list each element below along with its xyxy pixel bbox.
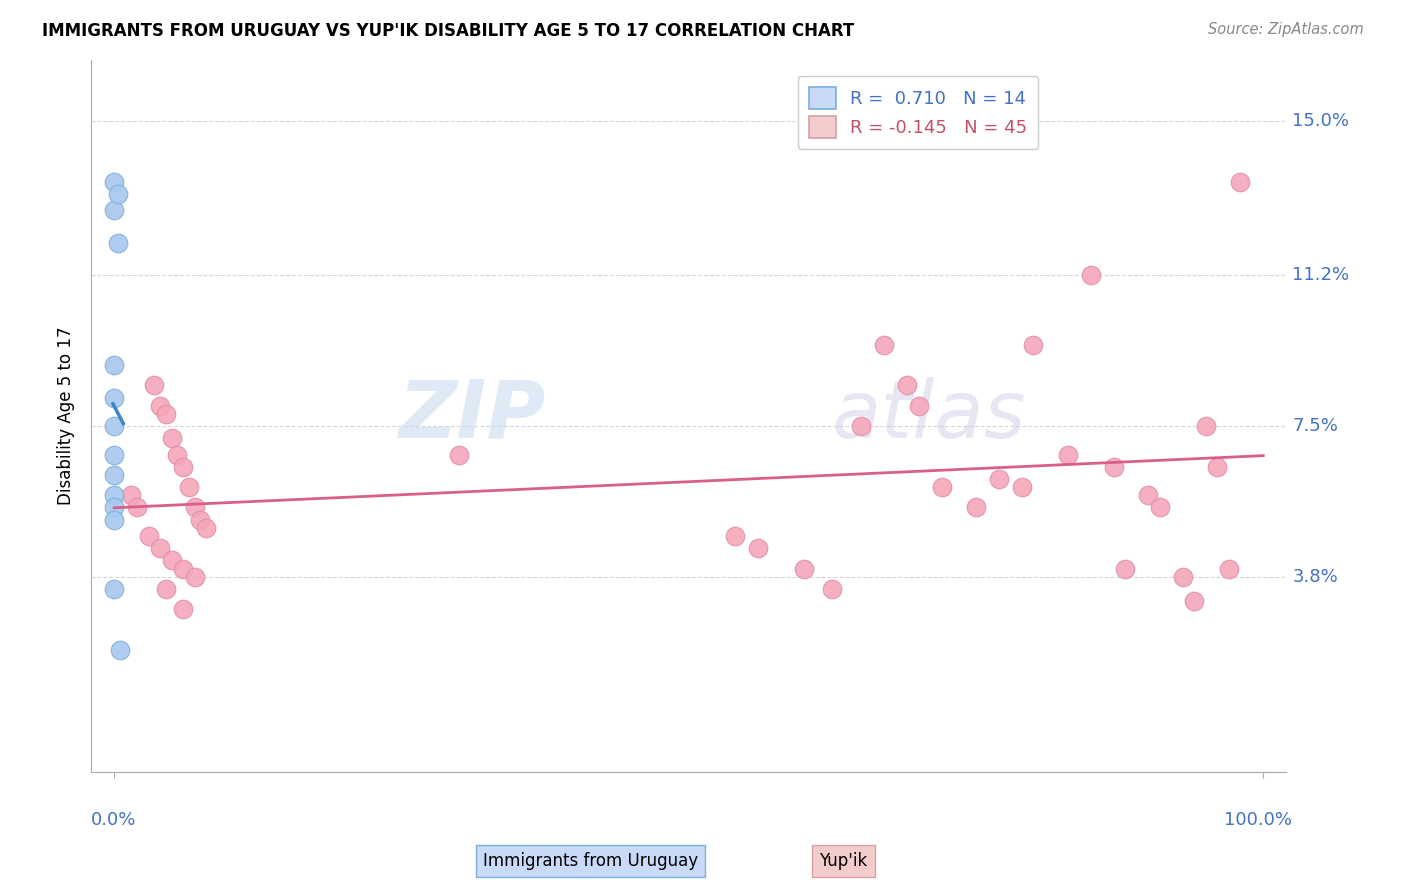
Point	[724, 529, 747, 543]
Point	[793, 561, 815, 575]
Point	[103, 467, 125, 482]
Point	[988, 472, 1011, 486]
Point	[1149, 500, 1171, 515]
Point	[103, 513, 125, 527]
Text: IMMIGRANTS FROM URUGUAY VS YUP'IK DISABILITY AGE 5 TO 17 CORRELATION CHART: IMMIGRANTS FROM URUGUAY VS YUP'IK DISABI…	[42, 22, 855, 40]
Point	[127, 500, 149, 515]
Point	[160, 553, 183, 567]
Text: 11.2%: 11.2%	[1292, 267, 1350, 285]
Point	[1114, 561, 1136, 575]
Point	[155, 407, 177, 421]
Point	[103, 358, 125, 372]
Point	[821, 582, 844, 596]
Text: 15.0%: 15.0%	[1292, 112, 1350, 129]
Point	[103, 582, 125, 596]
Point	[896, 378, 918, 392]
Point	[103, 488, 125, 502]
Point	[1206, 459, 1229, 474]
Point	[120, 488, 142, 502]
Point	[103, 448, 125, 462]
Point	[103, 175, 125, 189]
Point	[188, 513, 211, 527]
Text: Yup'ik: Yup'ik	[820, 852, 868, 870]
Point	[166, 448, 188, 462]
Text: 0.0%: 0.0%	[91, 812, 136, 830]
Point	[1102, 459, 1125, 474]
Point	[107, 235, 129, 250]
Text: ZIP: ZIP	[398, 377, 546, 455]
Point	[103, 419, 125, 434]
Point	[195, 521, 218, 535]
Point	[1057, 448, 1080, 462]
Point	[155, 582, 177, 596]
Point	[149, 541, 172, 556]
Point	[172, 561, 194, 575]
Point	[965, 500, 987, 515]
Point	[177, 480, 200, 494]
Text: Immigrants from Uruguay: Immigrants from Uruguay	[482, 852, 699, 870]
Point	[849, 419, 872, 434]
Point	[108, 643, 131, 657]
Point	[1022, 337, 1045, 351]
Point	[160, 431, 183, 445]
Point	[1080, 268, 1102, 283]
Point	[138, 529, 160, 543]
Point	[103, 203, 125, 218]
Text: Source: ZipAtlas.com: Source: ZipAtlas.com	[1208, 22, 1364, 37]
Point	[183, 570, 205, 584]
Legend: R =  0.710   N = 14, R = -0.145   N = 45: R = 0.710 N = 14, R = -0.145 N = 45	[797, 76, 1038, 149]
Text: atlas: atlas	[832, 377, 1026, 455]
Point	[149, 399, 172, 413]
Y-axis label: Disability Age 5 to 17: Disability Age 5 to 17	[58, 326, 75, 505]
Point	[172, 602, 194, 616]
Point	[1218, 561, 1240, 575]
Point	[1195, 419, 1218, 434]
Point	[873, 337, 896, 351]
Point	[907, 399, 929, 413]
Point	[931, 480, 953, 494]
Point	[1011, 480, 1033, 494]
Point	[1171, 570, 1194, 584]
Point	[747, 541, 769, 556]
Point	[103, 391, 125, 405]
Point	[183, 500, 205, 515]
Point	[1182, 594, 1205, 608]
Point	[107, 186, 129, 201]
Point	[1137, 488, 1160, 502]
Text: 7.5%: 7.5%	[1292, 417, 1339, 435]
Point	[143, 378, 166, 392]
Text: 100.0%: 100.0%	[1225, 812, 1292, 830]
Point	[103, 500, 125, 515]
Text: 3.8%: 3.8%	[1292, 567, 1339, 586]
Point	[1229, 175, 1251, 189]
Point	[447, 448, 470, 462]
Point	[172, 459, 194, 474]
